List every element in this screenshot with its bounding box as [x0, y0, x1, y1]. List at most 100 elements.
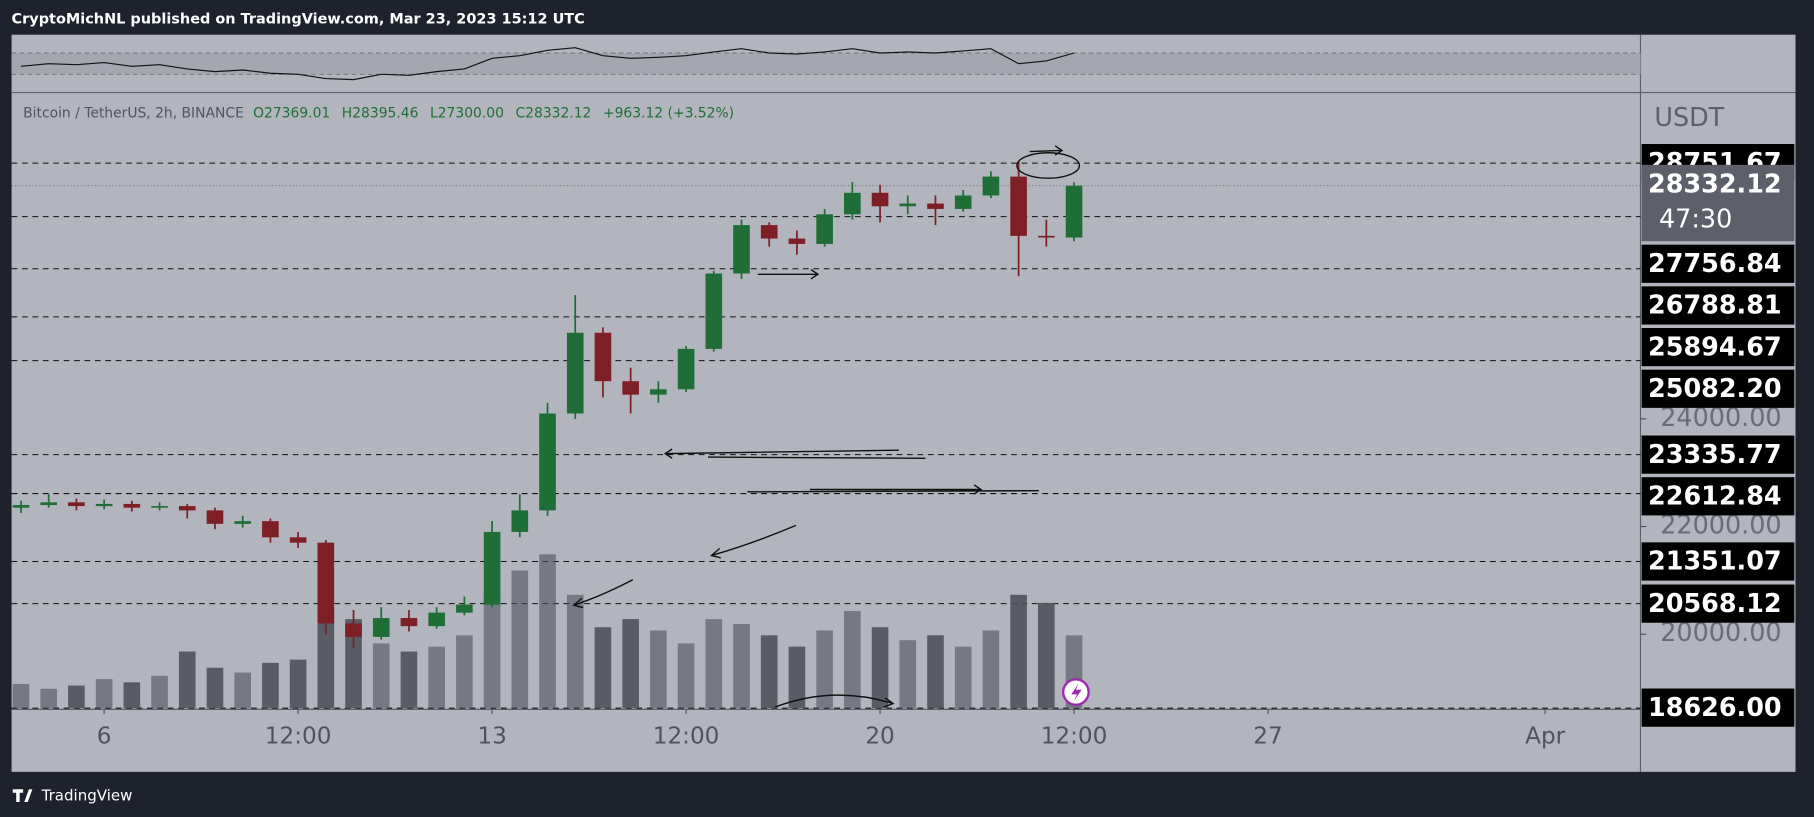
volume-bar — [95, 679, 113, 709]
volume-bar — [899, 640, 917, 709]
volume-bar — [68, 685, 85, 709]
volume-bar — [234, 672, 251, 709]
candle-body — [844, 192, 861, 215]
candle-body — [40, 502, 58, 506]
price-label-box — [1641, 328, 1795, 367]
price-label-box — [1641, 688, 1795, 727]
drawing-ellipse — [1016, 152, 1081, 179]
price-label: 18626.00 — [1648, 693, 1782, 723]
levels — [11, 162, 1641, 709]
last-price-box — [1641, 164, 1795, 242]
price-label-box — [1641, 584, 1795, 623]
candle-body — [566, 332, 584, 414]
legend: Bitcoin / TetherUS, 2h, BINANCE O27369.0… — [23, 105, 734, 121]
volume-bar — [483, 594, 501, 709]
candle-body — [151, 506, 168, 508]
volume-bar — [372, 643, 390, 709]
candle-body — [677, 348, 695, 390]
candle-body — [317, 542, 335, 624]
last-price-label: 28332.12 — [1648, 170, 1782, 200]
candle-body — [705, 273, 723, 349]
price-label-box — [1641, 244, 1795, 283]
volume-bar — [954, 646, 972, 709]
alert-icon-bolt[interactable] — [1071, 683, 1082, 702]
candle-body — [345, 623, 362, 637]
volume-bar — [12, 683, 30, 709]
volume-bar — [123, 682, 141, 709]
volume-bar — [345, 619, 362, 709]
candle-body — [400, 618, 418, 627]
candles — [12, 161, 1083, 648]
brand-name: TradingView — [41, 787, 133, 805]
x-tick-label: 20 — [865, 724, 894, 750]
x-tick-label: Apr — [1525, 724, 1565, 750]
publisher-header: CryptoMichNL published on TradingView.co… — [12, 12, 585, 28]
candle-body — [927, 203, 944, 209]
candle-body — [899, 203, 917, 207]
price-labels: 28751.6727756.8426788.8125894.6725082.20… — [1641, 143, 1795, 727]
drawings — [572, 145, 1081, 708]
volume-bar — [982, 630, 1000, 709]
volume-bar — [1038, 602, 1055, 709]
volume-bar — [760, 635, 778, 709]
volume-bar — [927, 635, 944, 709]
volume-bar — [400, 651, 418, 709]
candle-body — [178, 506, 196, 511]
candle-body — [262, 521, 279, 538]
x-tick-label: 6 — [97, 724, 112, 750]
price-label-box — [1641, 477, 1795, 516]
price-label-box — [1641, 542, 1795, 581]
drawing-arrow — [1029, 145, 1064, 156]
volume-bar — [788, 646, 806, 709]
candle-body — [428, 612, 445, 627]
volume — [12, 554, 1083, 709]
countdown-label: 47:30 — [1659, 204, 1732, 234]
candle-body — [954, 195, 972, 209]
volume-bar — [511, 570, 529, 709]
volume-bar — [816, 630, 833, 709]
price-label-box — [1641, 435, 1795, 474]
currency-label: USDT — [1654, 103, 1724, 133]
volume-bar — [705, 619, 723, 709]
candle-body — [95, 503, 113, 507]
legend-value: C28332.12 — [516, 105, 592, 121]
candle-body — [372, 618, 390, 637]
brand: TradingView — [12, 787, 133, 805]
price-label: 25082.20 — [1648, 374, 1782, 404]
alert-icon[interactable] — [1062, 678, 1090, 706]
volume-bar — [871, 627, 889, 709]
brand-logo — [12, 789, 33, 802]
price-label: 27756.84 — [1648, 249, 1782, 279]
symbol-label: Bitcoin / TetherUS, 2h, BINANCE — [23, 105, 244, 121]
candle-body — [622, 381, 639, 395]
candle-body — [539, 413, 556, 511]
drawing-arrow — [747, 484, 1039, 495]
rsi-pane — [11, 47, 1641, 81]
candle-body — [733, 225, 750, 274]
candle-body — [289, 537, 307, 543]
drawing-arrow — [774, 694, 895, 708]
volume-bar — [428, 646, 445, 709]
drawing-arrow — [757, 269, 820, 280]
drawing-arrow — [663, 448, 926, 459]
candle-body — [788, 238, 806, 244]
volume-bar — [622, 619, 639, 709]
y-tick-label: 22000.00 — [1660, 511, 1781, 541]
drawing-arrow — [710, 524, 797, 559]
price-label: 25894.67 — [1648, 332, 1782, 362]
price-label: 23335.77 — [1648, 440, 1782, 470]
candle-body — [760, 225, 778, 239]
x-tick-label: 27 — [1253, 724, 1282, 750]
candle-body — [1038, 235, 1055, 238]
x-tick-label: 12:00 — [1041, 724, 1108, 750]
volume-bar — [178, 651, 196, 709]
candle-body — [816, 214, 833, 244]
volume-bar — [317, 611, 335, 709]
volume-bar — [677, 643, 695, 709]
axes: 6 12:00 13 12:00 20 12:00 27 Apr 24000.00 22000.0… — [97, 403, 1782, 750]
legend-value: O27369.01 — [253, 105, 330, 121]
x-tick-label: 13 — [477, 724, 506, 750]
volume-bar — [844, 611, 861, 709]
